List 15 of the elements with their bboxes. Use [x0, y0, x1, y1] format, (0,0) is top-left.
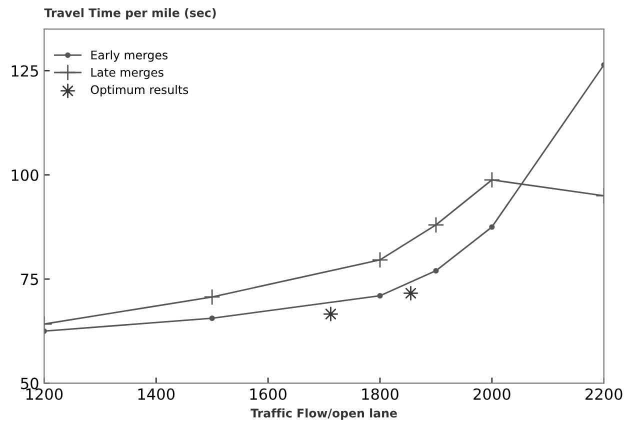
x-tick-label: 1400: [138, 388, 175, 400]
y-axis-title: Travel Time per mile (sec): [44, 8, 216, 20]
y-tick-label: 100: [12, 169, 38, 181]
x-axis-title: Traffic Flow/open lane: [250, 408, 397, 420]
legend-label: Early merges: [91, 50, 168, 62]
y-tick-label: 125: [12, 65, 38, 77]
x-tick-label: 2000: [474, 388, 510, 400]
x-tick-label: 2200: [586, 388, 622, 400]
x-tick-label: 1800: [362, 388, 398, 400]
y-tick-label: 75: [21, 274, 38, 286]
x-tick-label: 1600: [250, 388, 286, 400]
legend-label: Late merges: [91, 68, 164, 80]
legend-label: Optimum results: [90, 84, 188, 96]
y-tick-label: 50: [21, 378, 38, 390]
x-tick-label: 1200: [26, 388, 63, 400]
